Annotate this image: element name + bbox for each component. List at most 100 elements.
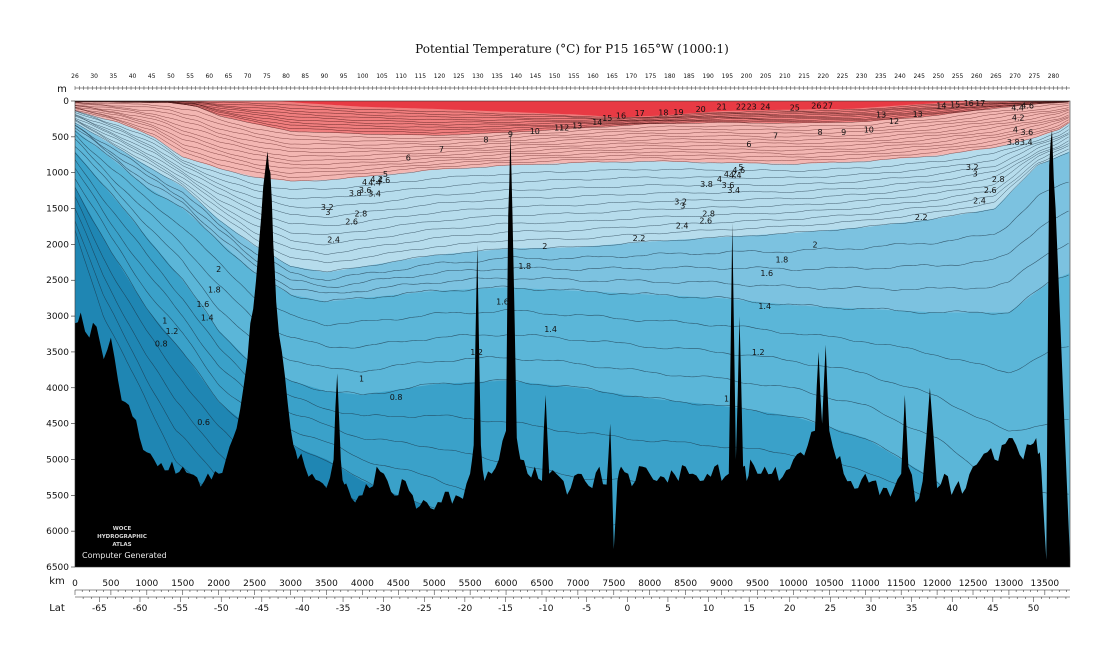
contour-label: 4.4 <box>1011 104 1024 113</box>
km-tick-label: 11000 <box>851 579 880 589</box>
contour-label: 12 <box>889 117 899 126</box>
isotherm-line <box>75 107 1069 166</box>
isotherm-line <box>75 105 1069 157</box>
isotherm-line <box>75 110 1069 178</box>
contour-label: 0.6 <box>197 418 210 427</box>
isotherm-line <box>75 124 1069 281</box>
lat-tick-label: 25 <box>825 604 836 614</box>
km-tick-label: 2500 <box>243 579 266 589</box>
station-label: 85 <box>301 73 309 80</box>
contour-label: 16 <box>616 111 626 120</box>
station-label: 175 <box>645 73 657 80</box>
station-label: 105 <box>376 73 388 80</box>
lat-tick-label: -15 <box>498 604 513 614</box>
km-tick-label: 12000 <box>923 579 952 589</box>
station-label: 130 <box>472 73 484 80</box>
depth-tick-label: 6500 <box>46 563 69 573</box>
lat-tick-label: 20 <box>784 604 796 614</box>
contour-label: 3.2 <box>966 163 979 172</box>
isotherm-line <box>75 146 1069 495</box>
km-tick-label: 8500 <box>674 579 697 589</box>
depth-tick-label: 500 <box>52 133 69 143</box>
station-label: 215 <box>798 73 810 80</box>
station-label: 55 <box>186 73 194 80</box>
isotherm-line <box>75 122 1069 273</box>
contour-label: 10 <box>530 127 540 136</box>
contour-label: 4.4 <box>368 179 381 188</box>
contour-label: 1.2 <box>166 327 179 336</box>
station-label: 280 <box>1048 73 1060 80</box>
contour-label: 3.8 <box>700 180 713 189</box>
station-label: 240 <box>894 73 906 80</box>
depth-tick-label: 4000 <box>46 384 69 394</box>
lat-tick-label: -40 <box>295 604 310 614</box>
km-tick-label: 3000 <box>279 579 302 589</box>
station-label: 260 <box>971 73 983 80</box>
contour-label: 13 <box>913 110 923 119</box>
depth-tick-label: 4500 <box>46 420 69 430</box>
isotherm-line <box>75 107 1069 169</box>
isotherm-line <box>75 105 1069 154</box>
isotherm-line <box>75 104 1069 150</box>
isotherm-line <box>75 127 1069 294</box>
lat-tick-label: 10 <box>703 604 715 614</box>
station-label: 145 <box>530 73 542 80</box>
plot-frame <box>74 100 1071 568</box>
km-tick-label: 12500 <box>959 579 988 589</box>
contour-label: 2.6 <box>984 186 997 195</box>
depth-tick-label: 1000 <box>46 169 69 179</box>
station-label: 225 <box>837 73 849 80</box>
km-tick-label: 3500 <box>315 579 338 589</box>
station-label: 26 <box>71 73 79 80</box>
contour-label: 4.2 <box>1012 114 1025 123</box>
watermark-line4: Computer Generated <box>82 551 167 560</box>
contour-label: 1.2 <box>752 348 765 357</box>
contour-label: 1.2 <box>470 348 483 357</box>
depth-axis: 0 500 1000 1500 2000 2500 3000 3500 4000 4500 5000… <box>46 97 75 573</box>
contour-label: 0.8 <box>390 393 403 402</box>
contour-label: 3 <box>973 169 978 178</box>
isotherm-line <box>75 112 1069 200</box>
contour-label: 27 <box>823 101 833 110</box>
isotherm-line <box>75 101 1069 120</box>
contour-label: 25 <box>790 104 800 113</box>
contour-label: 17 <box>975 99 985 108</box>
contour-label: 3.2 <box>674 197 687 206</box>
contour-label: 1.8 <box>776 255 789 264</box>
contour-label: 3 <box>325 208 330 217</box>
station-label: 40 <box>129 73 137 80</box>
km-tick-label: 9000 <box>710 579 733 589</box>
lat-tick-label: 50 <box>1028 604 1040 614</box>
contour-label: 26 <box>811 101 821 110</box>
contour-label: 1.6 <box>197 300 210 309</box>
lat-tick-label: 5 <box>665 604 671 614</box>
contour-label: 3 <box>680 202 685 211</box>
depth-tick-label: 2500 <box>46 276 69 286</box>
depth-tick-label: 2000 <box>46 240 69 250</box>
contour-label: 3.2 <box>321 203 334 212</box>
ocean-band-below-0.6 <box>75 187 1070 567</box>
km-tick-label: 2000 <box>207 579 230 589</box>
lat-axis: -65 -60 -55 -50 -45 -40 -35 -30 -25 -20 -15 -10 -5 0 5… <box>75 596 1070 614</box>
depth-tick-label: 5000 <box>46 455 69 465</box>
depth-tick-label: 0 <box>63 97 69 107</box>
contour-label: 5 <box>738 163 743 172</box>
station-label: 60 <box>205 73 213 80</box>
isotherm-line <box>75 138 1069 432</box>
contour-label: 2 <box>216 265 221 274</box>
y-axis-unit: m <box>57 84 67 95</box>
contour-label: 4.6 <box>1021 101 1034 110</box>
contour-label: 9 <box>508 130 513 139</box>
contour-label: 15 <box>950 101 960 110</box>
isotherm-line <box>75 106 1069 162</box>
station-label: 165 <box>606 73 618 80</box>
station-label: 180 <box>664 73 676 80</box>
contour-label: 15 <box>602 114 612 123</box>
km-tick-label: 6000 <box>495 579 518 589</box>
isotherm-line <box>75 110 1069 182</box>
depth-tick-label: 5500 <box>46 491 69 501</box>
km-tick-label: 7500 <box>602 579 625 589</box>
lat-tick-label: -10 <box>539 604 554 614</box>
station-label: 100 <box>357 73 369 80</box>
contour-label: 1.4 <box>201 314 214 323</box>
